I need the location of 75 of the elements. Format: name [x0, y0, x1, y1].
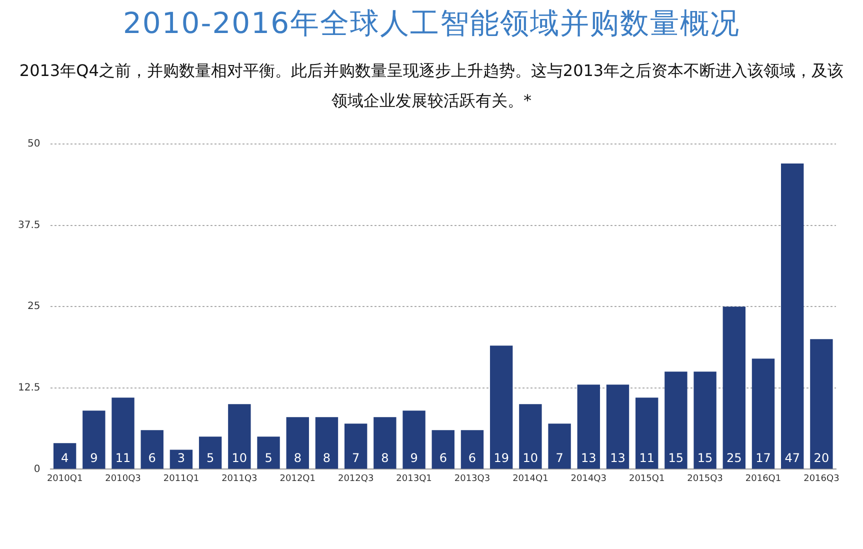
data-label: 11 — [639, 450, 654, 465]
bar — [402, 410, 426, 469]
bar — [140, 430, 164, 469]
data-label: 19 — [494, 450, 509, 465]
data-label: 8 — [294, 450, 302, 465]
x-tick-label: 2014Q3 — [570, 474, 606, 484]
data-label: 15 — [668, 450, 684, 465]
y-tick-label: 0 — [34, 464, 40, 475]
x-tick-label: 2011Q1 — [163, 474, 200, 484]
bar — [490, 346, 513, 469]
data-label: 13 — [610, 450, 626, 465]
bar — [82, 410, 106, 469]
data-label: 7 — [352, 450, 360, 465]
bar — [432, 430, 454, 469]
x-tick-label: 2013Q1 — [396, 474, 432, 484]
bar — [694, 372, 716, 469]
bar — [519, 404, 542, 469]
data-label: 17 — [756, 450, 771, 465]
data-label: 4 — [60, 450, 69, 465]
bar — [722, 306, 746, 469]
x-tick-label: 2016Q1 — [745, 474, 782, 484]
x-tick-label: 2011Q3 — [222, 474, 258, 484]
x-tick-label: 2016Q3 — [804, 474, 840, 484]
bar — [344, 424, 368, 469]
data-label: 47 — [784, 450, 800, 465]
data-label: 6 — [439, 450, 447, 465]
x-tick-label: 2014Q1 — [512, 474, 548, 484]
bar — [606, 384, 630, 469]
chart-title: 2010-2016年全球人工智能领域并购数量概况 — [122, 5, 742, 42]
bar — [112, 398, 134, 469]
bar — [374, 417, 396, 469]
data-label: 11 — [115, 450, 131, 465]
bar — [170, 450, 193, 469]
bar — [53, 443, 76, 469]
bar — [664, 372, 688, 469]
y-tick-label: 12.5 — [18, 382, 40, 394]
data-label: 9 — [410, 450, 418, 465]
bar — [752, 358, 775, 469]
x-tick-label: 2012Q3 — [338, 474, 374, 484]
bar — [198, 436, 222, 469]
data-label: 5 — [206, 450, 214, 465]
data-label: 20 — [814, 450, 830, 465]
x-tick-label: 2012Q1 — [280, 474, 316, 484]
data-label: 8 — [322, 450, 331, 465]
data-label: 9 — [90, 450, 98, 465]
data-label: 6 — [468, 450, 476, 465]
chart-subtitle: 2013年Q4之前，并购数量相对平衡。此后并购数量呈现逐步上升趋势。这与2013年之后资本不断进入该领域，及该领域企业发展较活跃有关。* — [18, 60, 845, 112]
x-tick-label: 2010Q3 — [105, 474, 141, 484]
data-label: 25 — [726, 450, 742, 465]
bar — [460, 430, 484, 469]
data-label: 10 — [522, 450, 538, 465]
bar — [577, 384, 600, 469]
bar — [635, 398, 658, 469]
bar — [781, 164, 804, 469]
data-label: 10 — [232, 450, 248, 465]
data-label: 15 — [697, 450, 713, 465]
data-label: 7 — [556, 450, 564, 465]
x-tick-label: 2010Q1 — [46, 474, 83, 484]
data-label: 3 — [177, 450, 186, 465]
bar — [286, 417, 309, 469]
bar — [315, 417, 338, 469]
data-label: 6 — [148, 450, 156, 465]
bar — [228, 404, 251, 469]
y-tick-label: 37.5 — [18, 220, 40, 231]
data-label: 5 — [264, 450, 272, 465]
data-label: 8 — [381, 450, 389, 465]
bar — [548, 424, 571, 469]
y-tick-label: 50 — [28, 138, 40, 150]
bar — [810, 339, 833, 469]
y-tick-label: 25 — [28, 301, 40, 312]
x-tick-label: 2015Q3 — [687, 474, 723, 484]
data-label: 13 — [581, 450, 596, 465]
x-tick-label: 2015Q1 — [628, 474, 665, 484]
bar — [257, 436, 280, 469]
x-tick-label: 2013Q3 — [454, 474, 490, 484]
